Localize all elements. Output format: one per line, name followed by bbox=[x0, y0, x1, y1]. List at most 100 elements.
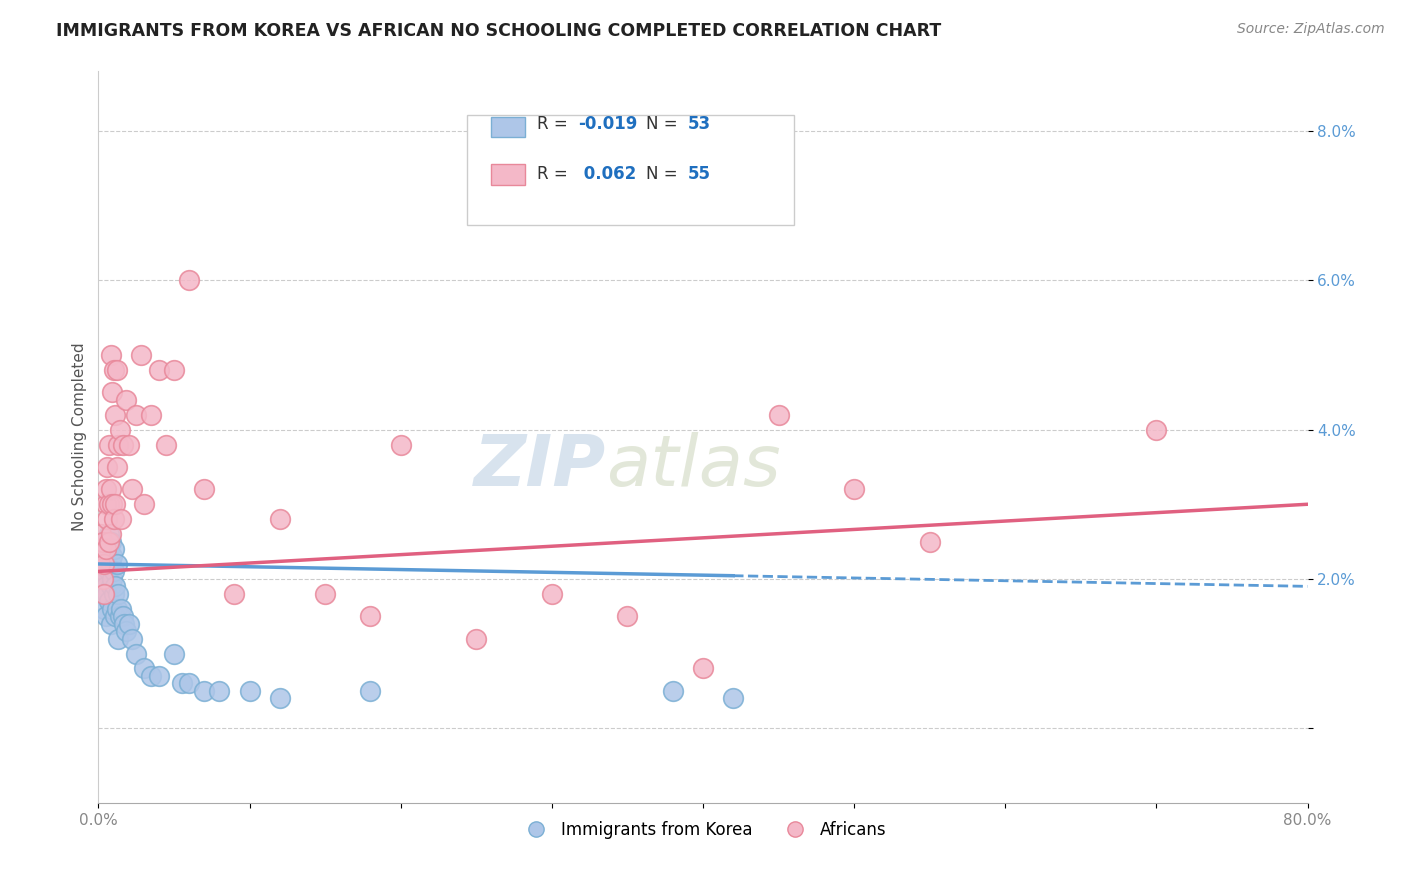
Point bbox=[103, 542, 125, 557]
Point bbox=[100, 616, 122, 631]
Point bbox=[101, 385, 124, 400]
Point bbox=[98, 534, 121, 549]
Point bbox=[91, 587, 114, 601]
Point bbox=[111, 437, 134, 451]
Text: N =: N = bbox=[647, 165, 683, 183]
Point bbox=[141, 408, 163, 422]
Point bbox=[208, 683, 231, 698]
Point bbox=[107, 632, 129, 646]
Point bbox=[125, 408, 148, 422]
Point bbox=[661, 683, 683, 698]
Point bbox=[100, 579, 122, 593]
Point bbox=[179, 676, 201, 690]
Text: N =: N = bbox=[647, 115, 683, 133]
Point bbox=[360, 683, 382, 698]
Point bbox=[118, 437, 141, 451]
Point bbox=[89, 557, 111, 571]
Point bbox=[103, 565, 125, 579]
Point bbox=[107, 437, 129, 451]
Point bbox=[148, 363, 170, 377]
Point bbox=[96, 587, 118, 601]
Point bbox=[105, 557, 128, 571]
FancyBboxPatch shape bbox=[492, 164, 526, 185]
Text: IMMIGRANTS FROM KOREA VS AFRICAN NO SCHOOLING COMPLETED CORRELATION CHART: IMMIGRANTS FROM KOREA VS AFRICAN NO SCHO… bbox=[56, 22, 942, 40]
Text: 0.062: 0.062 bbox=[578, 165, 637, 183]
Point bbox=[540, 587, 562, 601]
FancyBboxPatch shape bbox=[492, 117, 526, 137]
Point bbox=[101, 572, 124, 586]
Point bbox=[89, 572, 111, 586]
Point bbox=[224, 587, 246, 601]
Point bbox=[94, 579, 117, 593]
Point bbox=[91, 534, 114, 549]
Point bbox=[105, 363, 128, 377]
Point bbox=[121, 632, 143, 646]
Point bbox=[114, 624, 136, 639]
Point bbox=[98, 527, 121, 541]
Point bbox=[104, 609, 127, 624]
Point bbox=[90, 557, 112, 571]
Point bbox=[844, 483, 866, 497]
Point bbox=[768, 408, 790, 422]
Point bbox=[108, 423, 131, 437]
Point bbox=[100, 534, 122, 549]
Text: R =: R = bbox=[537, 165, 574, 183]
Text: -0.019: -0.019 bbox=[578, 115, 638, 133]
Text: 55: 55 bbox=[688, 165, 710, 183]
Point bbox=[94, 542, 117, 557]
Point bbox=[105, 459, 128, 474]
Point bbox=[118, 616, 141, 631]
Point bbox=[193, 483, 215, 497]
Point bbox=[91, 542, 114, 557]
Point bbox=[108, 609, 131, 624]
Point bbox=[723, 691, 745, 706]
Text: Source: ZipAtlas.com: Source: ZipAtlas.com bbox=[1237, 22, 1385, 37]
Point bbox=[141, 669, 163, 683]
Point bbox=[692, 661, 714, 675]
Point bbox=[389, 437, 412, 451]
Point bbox=[111, 609, 134, 624]
Point bbox=[104, 408, 127, 422]
Point bbox=[96, 549, 118, 564]
Point bbox=[103, 512, 125, 526]
Point bbox=[98, 565, 121, 579]
Point bbox=[98, 542, 121, 557]
Point bbox=[148, 669, 170, 683]
Point bbox=[132, 497, 155, 511]
Point bbox=[104, 579, 127, 593]
Point bbox=[94, 497, 117, 511]
Point bbox=[103, 587, 125, 601]
Point bbox=[465, 632, 488, 646]
Point bbox=[94, 483, 117, 497]
Point bbox=[100, 348, 122, 362]
Point bbox=[314, 587, 336, 601]
Text: R =: R = bbox=[537, 115, 574, 133]
Point bbox=[163, 363, 186, 377]
Legend: Immigrants from Korea, Africans: Immigrants from Korea, Africans bbox=[513, 814, 893, 846]
Point bbox=[121, 483, 143, 497]
Point bbox=[239, 683, 262, 698]
Point bbox=[616, 609, 638, 624]
Point bbox=[110, 601, 132, 615]
Point bbox=[93, 565, 115, 579]
Point bbox=[94, 557, 117, 571]
Point bbox=[155, 437, 177, 451]
Point bbox=[269, 691, 291, 706]
Point bbox=[269, 512, 291, 526]
Point bbox=[96, 459, 118, 474]
Point bbox=[101, 601, 124, 615]
Point bbox=[90, 527, 112, 541]
Point bbox=[170, 676, 193, 690]
Point bbox=[360, 609, 382, 624]
Point bbox=[193, 683, 215, 698]
Point bbox=[93, 601, 115, 615]
Point bbox=[918, 534, 941, 549]
Point bbox=[132, 661, 155, 675]
Point bbox=[107, 587, 129, 601]
Point bbox=[100, 483, 122, 497]
Point bbox=[112, 616, 135, 631]
Text: ZIP: ZIP bbox=[474, 432, 606, 500]
Point bbox=[98, 437, 121, 451]
Point bbox=[94, 609, 117, 624]
Point bbox=[110, 512, 132, 526]
